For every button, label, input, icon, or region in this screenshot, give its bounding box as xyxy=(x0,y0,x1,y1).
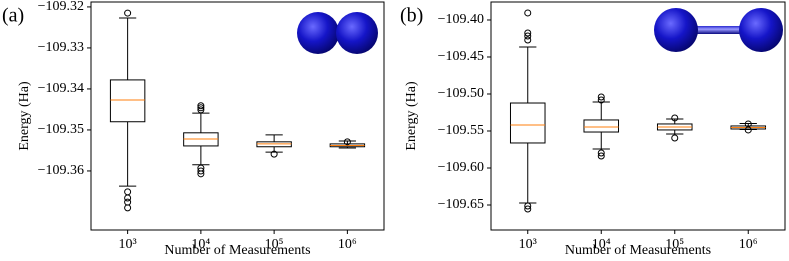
panel-label: (a) xyxy=(2,5,24,27)
flier xyxy=(124,194,132,202)
y-tick-label: −109.40 xyxy=(438,12,484,27)
flier xyxy=(524,32,532,40)
y-tick-label: −109.55 xyxy=(438,123,484,138)
molecule-b xyxy=(654,8,783,52)
y-tick-label: −109.32 xyxy=(38,0,84,14)
x-tick-label: 10⁵ xyxy=(665,237,684,252)
y-tick-label: −109.36 xyxy=(38,163,84,178)
x-tick-label: 10⁴ xyxy=(191,237,210,252)
y-tick-label: −109.60 xyxy=(438,160,484,175)
flier xyxy=(671,134,679,142)
flier xyxy=(524,9,532,17)
flier xyxy=(524,205,532,213)
y-tick-label: −109.45 xyxy=(438,49,484,64)
flier xyxy=(597,149,605,157)
y-tick-label: −109.33 xyxy=(38,40,84,55)
axes-frame xyxy=(490,1,786,231)
y-tick-label: −109.65 xyxy=(438,197,484,212)
x-axis-label: Number of Measurements xyxy=(565,243,711,258)
flier xyxy=(671,114,679,122)
y-axis-label: Energy (Ha) xyxy=(404,81,419,151)
flier xyxy=(524,29,532,37)
y-tick-label: −109.35 xyxy=(38,122,84,137)
box xyxy=(109,79,146,123)
flier xyxy=(597,96,605,104)
flier xyxy=(124,198,132,206)
flier xyxy=(124,188,132,196)
x-tick-label: 10³ xyxy=(119,237,137,252)
x-tick-label: 10⁵ xyxy=(265,237,284,252)
flier xyxy=(197,102,205,110)
y-tick-label: −109.50 xyxy=(438,86,484,101)
x-tick-label: 10⁶ xyxy=(338,237,357,252)
flier xyxy=(124,204,132,212)
y-tick-label: −109.34 xyxy=(38,81,84,96)
flier xyxy=(197,170,205,178)
flier xyxy=(270,150,278,158)
flier xyxy=(597,93,605,101)
flier xyxy=(343,138,351,146)
flier xyxy=(197,106,205,114)
flier xyxy=(197,104,205,112)
panel-label: (b) xyxy=(400,5,423,27)
molecule-a xyxy=(297,12,378,54)
flier xyxy=(524,202,532,210)
box xyxy=(583,119,620,133)
flier xyxy=(597,152,605,160)
flier xyxy=(744,126,752,134)
axes-frame xyxy=(90,1,385,231)
flier xyxy=(197,167,205,175)
x-tick-label: 10⁴ xyxy=(592,237,611,252)
flier xyxy=(124,9,132,17)
flier xyxy=(524,36,532,44)
x-tick-label: 10³ xyxy=(519,237,537,252)
x-tick-label: 10⁶ xyxy=(739,237,758,252)
x-axis-label: Number of Measurements xyxy=(164,243,310,258)
y-axis-label: Energy (Ha) xyxy=(17,81,32,151)
box xyxy=(509,102,546,144)
